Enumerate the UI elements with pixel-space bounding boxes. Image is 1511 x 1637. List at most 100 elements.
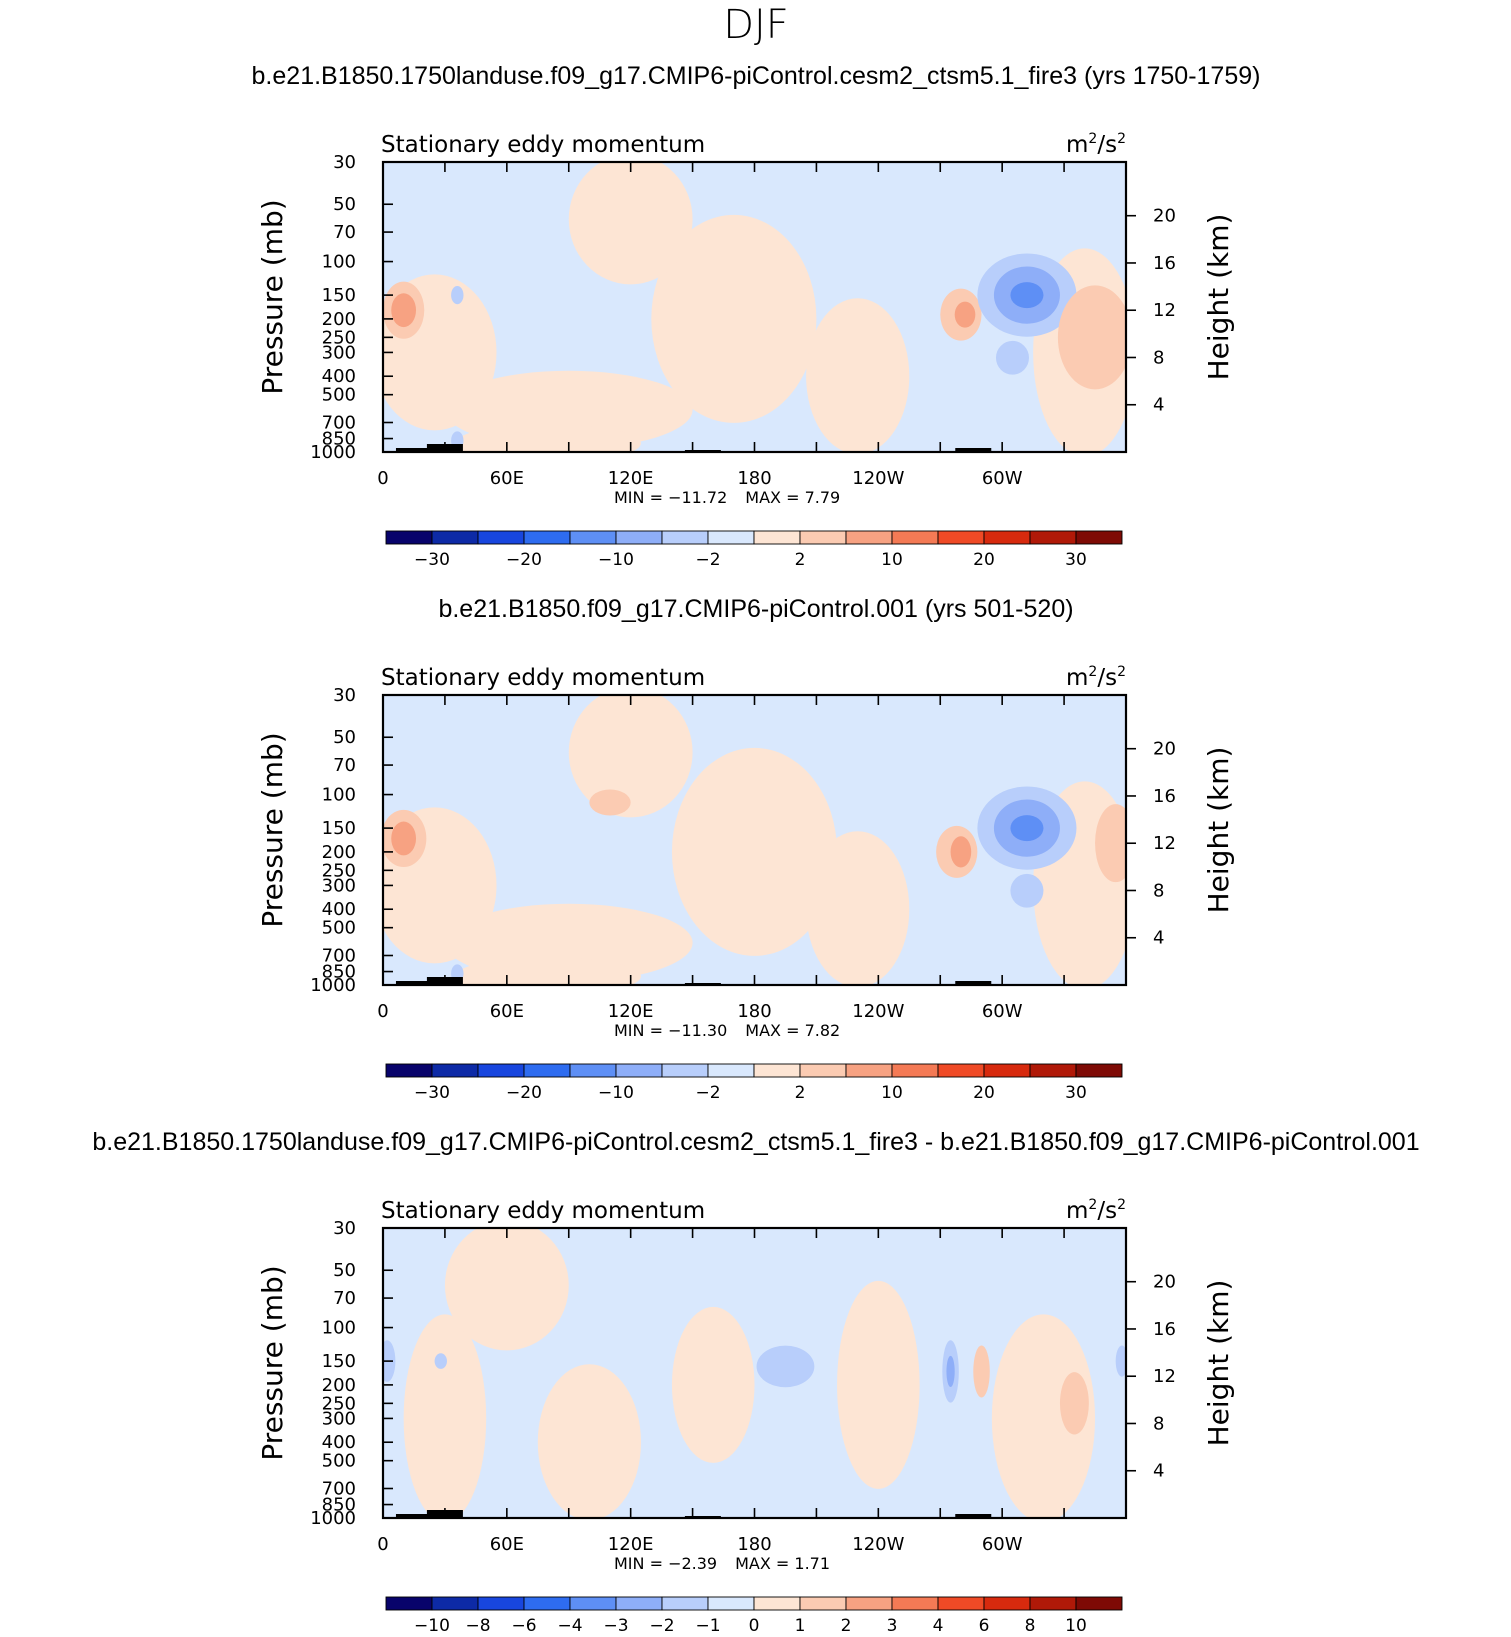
contour-feature — [954, 301, 976, 328]
contour-weak-positive — [568, 695, 693, 818]
contour-weak-positive — [651, 214, 817, 423]
y-tick-label: 100 — [322, 785, 356, 806]
height-tick-label: 4 — [1153, 1461, 1164, 1482]
colorbar-box — [937, 1063, 985, 1078]
contour-feature — [950, 836, 972, 868]
y-tick-label: 70 — [333, 222, 356, 243]
topography-block — [395, 1514, 432, 1518]
colorbar-box — [615, 1596, 663, 1611]
colorbar-box — [937, 1596, 985, 1611]
colorbar-label: −10 — [598, 1083, 634, 1103]
y-axis-title: Pressure (mb) — [256, 1265, 289, 1460]
colorbar-box — [753, 530, 801, 545]
colorbar-label: −3 — [603, 1616, 628, 1636]
contour-feature — [1059, 1372, 1089, 1435]
panels: b.e21.B1850.1750landuse.f09_g17.CMIP6-pi… — [92, 62, 1419, 1636]
y-tick-label: 700 — [322, 1479, 356, 1500]
height-tick-label: 16 — [1153, 253, 1176, 274]
colorbar-label: 0 — [749, 1616, 760, 1636]
colorbar-box — [983, 1063, 1031, 1078]
topography-block — [395, 448, 432, 452]
colorbar-box — [983, 1596, 1031, 1611]
topography-block — [955, 448, 992, 452]
y-tick-label: 500 — [322, 385, 356, 406]
colorbar-label: −20 — [506, 1083, 542, 1103]
panel-1: b.e21.B1850.1750landuse.f09_g17.CMIP6-pi… — [252, 62, 1261, 570]
colorbar-box — [707, 1596, 755, 1611]
panel-title: b.e21.B1850.f09_g17.CMIP6-piControl.001 … — [438, 595, 1073, 623]
height-tick-label: 12 — [1153, 833, 1176, 854]
colorbar-box — [615, 530, 663, 545]
colorbar-label: 2 — [841, 1616, 852, 1636]
colorbar-label: −2 — [695, 1083, 720, 1103]
colorbar-box — [707, 530, 755, 545]
y-tick-label: 700 — [322, 413, 356, 434]
min-max-line: MIN = −2.39 MAX = 1.71 — [614, 1554, 830, 1573]
x-tick-label: 180 — [737, 1001, 771, 1022]
y-tick-label: 50 — [333, 194, 356, 215]
y-tick-label: 30 — [333, 1218, 356, 1239]
colorbar: −10 −8 −6 −4 −3 −2 −1 0 1 2 3 4 6 8 10 — [385, 1596, 1123, 1636]
contour-feature — [589, 789, 631, 816]
contour-field — [383, 162, 1126, 452]
colorbar-box — [477, 1596, 525, 1611]
y-tick-label: 150 — [322, 285, 356, 306]
y-tick-label: 300 — [322, 875, 356, 896]
contour-feature — [1115, 1345, 1126, 1377]
y-tick-label: 30 — [333, 685, 356, 706]
height-tick-label: 4 — [1153, 928, 1164, 949]
colorbar-box — [523, 1063, 571, 1078]
colorbar-box — [983, 530, 1031, 545]
colorbar-box — [891, 1596, 939, 1611]
contour-feature — [391, 293, 417, 328]
colorbar-box — [431, 1063, 479, 1078]
contour-weak-positive — [671, 747, 838, 956]
y-tick-label: 200 — [322, 842, 356, 863]
y-tick-label: 850 — [322, 962, 356, 983]
colorbar-box — [845, 1063, 893, 1078]
y-tick-label: 500 — [322, 1451, 356, 1472]
colorbar-label: −10 — [598, 550, 634, 570]
colorbar-box — [385, 530, 433, 545]
colorbar-box — [1075, 1596, 1123, 1611]
height-tick-label: 4 — [1153, 395, 1164, 416]
y-tick-label: 1000 — [310, 975, 356, 996]
colorbar-label: 6 — [979, 1616, 990, 1636]
y-tick-label: 400 — [322, 1432, 356, 1453]
x-tick-label: 180 — [737, 1534, 771, 1555]
y-tick-label: 150 — [322, 818, 356, 839]
y-tick-label: 200 — [322, 1375, 356, 1396]
height-tick-label: 20 — [1153, 739, 1176, 760]
y-tick-label: 1000 — [310, 442, 356, 463]
x-tick-label: 120W — [852, 1534, 904, 1555]
y-tick-label: 250 — [322, 860, 356, 881]
colorbar-label: 10 — [881, 1083, 903, 1103]
x-tick-label: 60W — [982, 1001, 1023, 1022]
colorbar-box — [707, 1063, 755, 1078]
colorbar-label: 30 — [1065, 550, 1087, 570]
contour-feature — [434, 1353, 447, 1369]
colorbar-box — [1075, 530, 1123, 545]
contour-feature — [1095, 804, 1126, 883]
colorbar-label: −10 — [414, 1616, 450, 1636]
colorbar-box — [569, 530, 617, 545]
colorbar-label: −2 — [695, 550, 720, 570]
figure-title: DJF — [723, 2, 789, 48]
colorbar-box — [661, 530, 709, 545]
colorbar-box — [431, 530, 479, 545]
colorbar-label: 3 — [887, 1616, 898, 1636]
height-tick-label: 8 — [1153, 1413, 1164, 1434]
colorbar-box — [661, 1063, 709, 1078]
colorbar-box — [477, 1063, 525, 1078]
y-axis-right-title: Height (km) — [1202, 214, 1235, 381]
min-max-line: MIN = −11.72 MAX = 7.79 — [614, 488, 840, 507]
contour-weak-positive — [455, 956, 641, 985]
variable-label: Stationary eddy momentum — [381, 1198, 705, 1224]
panel-title: b.e21.B1850.1750landuse.f09_g17.CMIP6-pi… — [92, 1128, 1419, 1156]
contour-field — [383, 1228, 1126, 1518]
contour-weak-positive — [991, 1314, 1096, 1518]
y-tick-label: 500 — [322, 918, 356, 939]
x-tick-label: 60E — [490, 468, 524, 489]
y-tick-label: 100 — [322, 252, 356, 273]
